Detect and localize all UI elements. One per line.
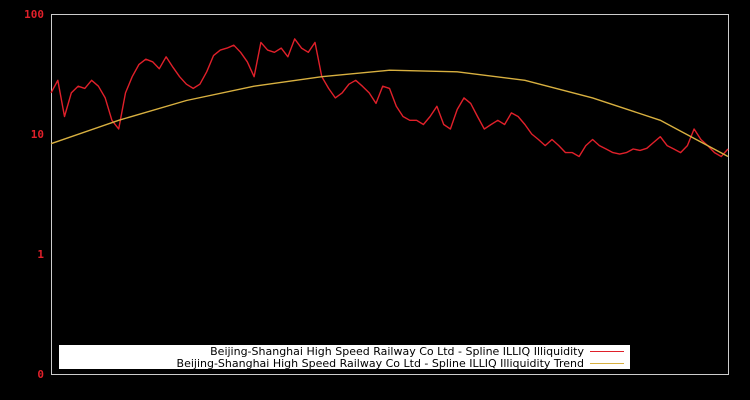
y-tick-label: 1 xyxy=(37,248,44,261)
illiquidity-line xyxy=(50,38,729,158)
plot-frame xyxy=(51,14,729,375)
legend-box xyxy=(59,345,630,369)
legend-label-illiquidity: Beijing-Shanghai High Speed Railway Co L… xyxy=(210,345,584,358)
legend-label-trend: Beijing-Shanghai High Speed Railway Co L… xyxy=(177,357,584,370)
y-tick-label: 100 xyxy=(24,8,44,21)
y-tick-label: 0 xyxy=(37,368,44,381)
y-tick-label: 10 xyxy=(31,128,44,141)
illiquidity-trend-line xyxy=(50,69,729,158)
y-axis-ticks: 100 10 1 0 xyxy=(24,8,44,381)
legend: Beijing-Shanghai High Speed Railway Co L… xyxy=(59,345,630,370)
